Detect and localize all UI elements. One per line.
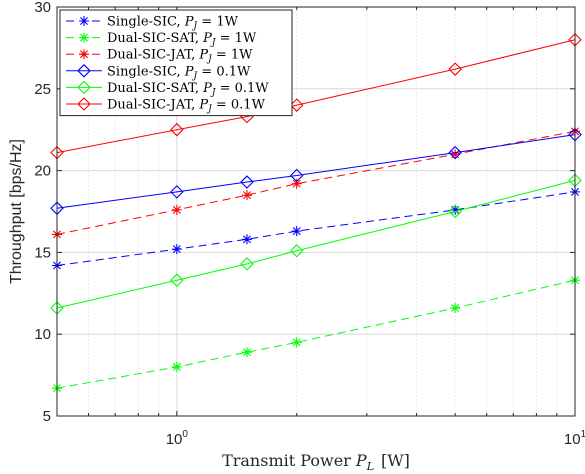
- legend-label: Dual-SIC-JAT, PJ = 1W: [107, 48, 253, 65]
- asterisk-marker: [291, 178, 302, 189]
- asterisk-marker: [450, 303, 461, 314]
- asterisk-marker: [79, 16, 89, 26]
- legend-entry: Single-SIC, PJ = 1W: [66, 15, 239, 32]
- x-axis-label: Transmit Power PL [W]: [222, 451, 410, 473]
- diamond-marker: [170, 273, 184, 287]
- asterisk-marker: [450, 204, 461, 215]
- x-tick-label: 100: [166, 429, 189, 448]
- asterisk-marker: [241, 234, 252, 245]
- asterisk-marker: [79, 32, 89, 43]
- diamond-marker: [289, 168, 304, 183]
- y-tick-label: 5: [43, 408, 51, 425]
- series-group: [50, 173, 582, 315]
- asterisk-marker: [450, 149, 461, 160]
- y-tick-label: 20: [34, 163, 51, 180]
- legend-entry: Dual-SIC-SAT, PJ = 1W: [66, 31, 257, 48]
- legend-label: Dual-SIC-SAT, PJ = 0.1W: [107, 81, 269, 98]
- diamond-marker: [448, 204, 462, 219]
- diamond-marker: [289, 243, 304, 258]
- series-group: [52, 126, 580, 240]
- series-line: [56, 191, 576, 266]
- series-group: [50, 127, 582, 216]
- diamond-marker: [170, 122, 184, 137]
- asterisk-marker: [171, 361, 182, 372]
- diamond-marker: [289, 98, 304, 112]
- diamond-marker: [240, 175, 254, 189]
- diamond-marker: [77, 97, 91, 111]
- diamond-marker: [448, 62, 462, 76]
- legend-entry: Dual-SIC-JAT, PJ = 1W: [66, 48, 253, 65]
- legend-label: Dual-SIC-SAT, PJ = 1W: [107, 31, 257, 48]
- diamond-marker: [77, 80, 91, 95]
- diamond-marker: [240, 257, 254, 271]
- x-tick-label: 101: [564, 429, 585, 448]
- legend-entry: Dual-SIC-JAT, PJ = 0.1W: [66, 97, 266, 115]
- series-line: [56, 179, 576, 309]
- asterisk-marker: [291, 337, 302, 348]
- legend-label: Single-SIC, PJ = 1W: [107, 15, 239, 32]
- diamond-marker: [77, 64, 91, 78]
- y-tick-label: 10: [34, 326, 51, 343]
- y-tick-label: 15: [34, 244, 51, 261]
- asterisk-marker: [171, 244, 182, 255]
- y-axis-label: Throughput [bps/Hz]: [8, 139, 25, 284]
- y-tick-label: 30: [34, 0, 51, 16]
- legend-entry: Dual-SIC-SAT, PJ = 0.1W: [66, 80, 269, 98]
- legend-label: Single-SIC, PJ = 0.1W: [107, 64, 251, 81]
- legend-box: [59, 9, 293, 117]
- series-line: [56, 130, 576, 235]
- asterisk-marker: [79, 49, 89, 60]
- series-line: [56, 134, 576, 209]
- y-tick-label: 25: [34, 81, 51, 98]
- asterisk-marker: [291, 226, 302, 237]
- asterisk-marker: [241, 347, 252, 358]
- legend-label: Dual-SIC-JAT, PJ = 0.1W: [107, 98, 266, 115]
- asterisk-marker: [171, 204, 182, 215]
- legend-entry: Single-SIC, PJ = 0.1W: [66, 64, 251, 81]
- diamond-marker: [448, 145, 462, 160]
- plot-frame: [56, 6, 576, 417]
- asterisk-marker: [241, 190, 252, 201]
- axis-ticks: 5 10 15 20 25 30 100 101: [34, 0, 585, 448]
- diamond-marker: [170, 185, 184, 199]
